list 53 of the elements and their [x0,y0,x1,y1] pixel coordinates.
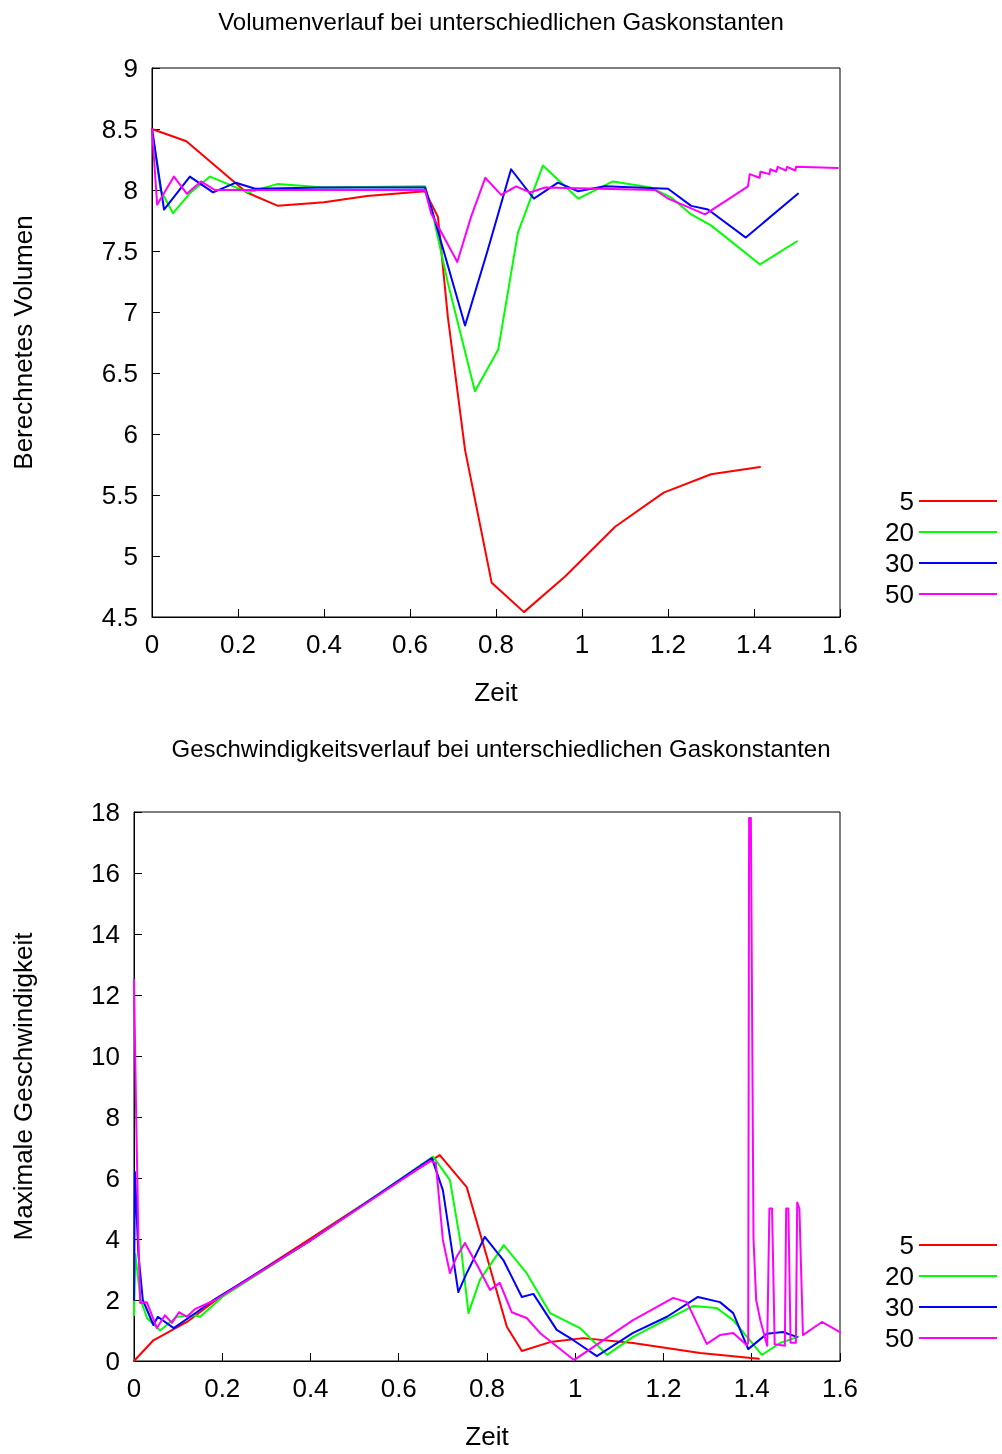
legend-label: 5 [899,486,914,516]
x-tick-label: 1 [574,629,590,659]
x-tick-label: 1.2 [645,1373,682,1403]
line-series [151,128,839,263]
legend-label: 5 [899,1230,914,1260]
y-tick-label: 18 [91,797,120,827]
y-tick-label: 2 [105,1285,120,1315]
x-tick-label: 0.2 [219,629,257,659]
y-tick-label: 5.5 [101,480,138,510]
y-tick-label: 4 [105,1224,120,1254]
legend-label: 50 [885,579,914,609]
y-tick-label: 7.5 [101,236,138,266]
y-tick-label: 12 [91,980,120,1010]
y-tick-label: 8 [105,1102,120,1132]
y-axis-title: Maximale Geschwindigkeit [8,931,38,1241]
legend-label: 20 [885,517,914,547]
line-series [151,128,762,614]
y-axis-title: Berechnetes Volumen [8,215,38,470]
chart-title: Geschwindigkeitsverlauf bei unterschiedlichen Gaskonstanten [171,734,831,762]
chart-title: Volumenverlauf bei unterschiedlichen Gaskonstanten [218,7,784,35]
x-tick-label: 0 [144,629,160,659]
y-tick-label: 8 [123,175,138,205]
y-tick-label: 8.5 [101,114,138,144]
x-tick-label: 1.2 [649,629,687,659]
y-tick-label: 6 [105,1163,120,1193]
legend-label: 30 [885,1292,914,1322]
y-tick-label: 6 [123,419,138,449]
y-tick-label: 14 [91,919,120,949]
x-tick-label: 0.8 [477,629,515,659]
x-tick-label: 0.4 [292,1373,329,1403]
x-tick-label: 1.4 [735,629,773,659]
y-tick-label: 0 [105,1346,120,1376]
x-tick-label: 1.6 [821,1373,859,1403]
y-tick-label: 16 [91,858,120,888]
x-tick-label: 1 [568,1373,583,1403]
x-tick-label: 0.8 [468,1373,506,1403]
y-tick-label: 7 [123,297,138,327]
x-tick-label: 1.4 [733,1373,770,1403]
x-tick-label: 1.6 [821,629,859,659]
x-axis-title: Zeit [465,1421,510,1451]
x-tick-label: 0.6 [391,629,429,659]
x-tick-label: 0.4 [305,629,343,659]
legend-label: 30 [885,548,914,578]
y-tick-label: 4.5 [101,602,138,632]
x-axis-title: Zeit [474,677,519,707]
legend-label: 20 [885,1261,914,1291]
y-tick-label: 5 [123,541,138,571]
y-tick-label: 10 [91,1041,120,1071]
x-tick-label: 0.2 [204,1373,241,1403]
legend-label: 50 [885,1323,914,1353]
y-tick-label: 9 [123,53,138,83]
y-tick-label: 6.5 [101,358,138,388]
x-tick-label: 0.6 [380,1373,417,1403]
